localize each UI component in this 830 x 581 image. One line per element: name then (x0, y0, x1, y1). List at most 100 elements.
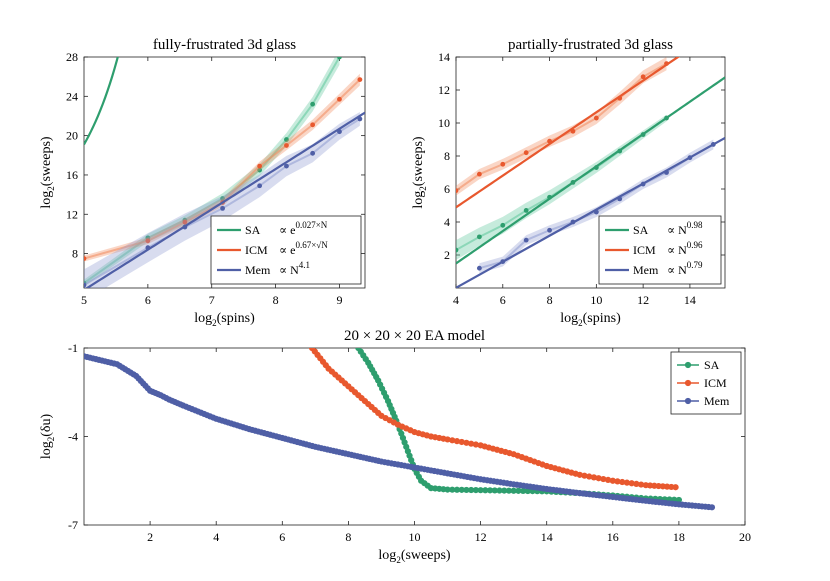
confidence-band (84, 57, 340, 287)
data-point (182, 219, 188, 225)
panel-ea-model: 2 4 6 8 10 12 14 16 18 20 -7 -4 -1 20 × 20 × 20 EA mo… (39, 328, 751, 565)
chart-title: partially-frustrated 3d glass (508, 37, 673, 53)
data-point (310, 122, 316, 128)
data-point (337, 57, 342, 60)
chart-title: 20 × 20 × 20 EA model (344, 328, 485, 344)
legend-label: ICM (704, 376, 727, 390)
data-point (472, 487, 479, 494)
x-tick-label: 7 (209, 293, 215, 307)
x-tick-label: 8 (273, 293, 279, 307)
data-point (523, 150, 529, 156)
data-point (310, 101, 316, 107)
data-point (570, 128, 576, 134)
data-point (449, 486, 456, 493)
x-tick-label: 8 (547, 293, 553, 307)
data-point (468, 486, 475, 494)
data-point (617, 95, 623, 101)
data-point (510, 487, 517, 494)
x-tick-label: 18 (673, 530, 685, 544)
x-tick-label: 9 (336, 293, 342, 307)
data-point (617, 148, 623, 154)
data-point (257, 163, 263, 169)
data-point (472, 441, 479, 448)
data-point (640, 181, 646, 187)
data-point (220, 205, 225, 211)
x-axis-label: log2(spins) (560, 311, 621, 328)
series-mem (84, 353, 716, 511)
data-point (145, 238, 151, 244)
y-tick-label: 8 (72, 247, 78, 261)
data-point (664, 61, 669, 66)
data-point (220, 196, 225, 201)
fit-line (85, 111, 365, 288)
y-axis-label: log2(sweeps) (39, 136, 56, 208)
data-point (576, 471, 583, 478)
plot-area (84, 348, 716, 511)
data-point (477, 487, 484, 494)
data-point (501, 487, 508, 494)
data-point (257, 183, 263, 189)
x-tick-label: 12 (637, 293, 649, 307)
x-tick-label: 6 (145, 293, 151, 307)
series-mem (456, 136, 725, 288)
series-icm (456, 57, 680, 209)
y-tick-label: -1 (68, 341, 78, 355)
data-point (453, 486, 461, 493)
data-point (500, 259, 506, 264)
y-tick-label: 14 (438, 50, 450, 64)
data-point (444, 436, 451, 443)
confidence-band (456, 114, 667, 260)
y-tick-label: 10 (438, 116, 450, 130)
y-tick-label: 28 (66, 50, 78, 64)
legend: SA ICM Mem (670, 351, 742, 415)
data-point (581, 472, 588, 479)
legend-label: ICM (633, 243, 656, 257)
data-point (640, 132, 646, 137)
data-point (257, 167, 263, 173)
y-tick-label: -7 (68, 518, 78, 532)
data-point (708, 504, 716, 511)
data-point (182, 224, 188, 230)
y-tick-label: 12 (66, 207, 78, 221)
legend-fit-label: ∝ e0.67×√N (279, 240, 328, 257)
plot-area (84, 57, 365, 288)
series-line (84, 355, 713, 509)
data-point (456, 247, 459, 253)
data-point (604, 476, 612, 484)
data-point (145, 245, 151, 251)
x-tick-label: 4 (213, 530, 219, 544)
y-tick-label: 24 (66, 89, 78, 103)
data-point (617, 196, 623, 202)
legend-label: SA (633, 223, 649, 237)
data-point (458, 486, 465, 493)
data-point (586, 473, 593, 480)
panel-fully-frustrated: 5 6 7 8 9 8 12 16 20 24 28 fully-frustrated 3d glas… (39, 37, 366, 328)
data-point (664, 170, 669, 175)
data-point (463, 439, 470, 446)
data-point (664, 115, 669, 121)
legend: SA ∝ N0.98 ICM ∝ N0.96 Mem ∝ N0.79 (598, 215, 722, 285)
data-point (687, 155, 693, 161)
y-tick-label: 16 (66, 168, 78, 182)
series-line (311, 348, 676, 488)
data-point (515, 487, 522, 494)
data-point (444, 486, 451, 493)
data-point (453, 438, 461, 445)
data-point (633, 480, 640, 488)
data-point (310, 150, 316, 156)
legend-marker (684, 361, 692, 369)
data-point (628, 480, 635, 487)
data-point (500, 161, 506, 167)
data-point (337, 129, 342, 135)
data-point (476, 234, 482, 240)
data-point (593, 115, 599, 121)
y-axis-label: log2(sweeps) (411, 136, 428, 208)
data-point (547, 138, 552, 144)
legend: SA ∝ e0.027×N ICM ∝ e0.67×√N Mem ∝ N4.1 (210, 215, 362, 285)
y-tick-label: 2 (444, 248, 450, 262)
legend-fit-label: ∝ N0.96 (667, 240, 703, 257)
x-tick-label: 5 (81, 293, 87, 307)
data-point (593, 209, 599, 215)
data-point (284, 163, 289, 169)
data-point (505, 487, 513, 494)
